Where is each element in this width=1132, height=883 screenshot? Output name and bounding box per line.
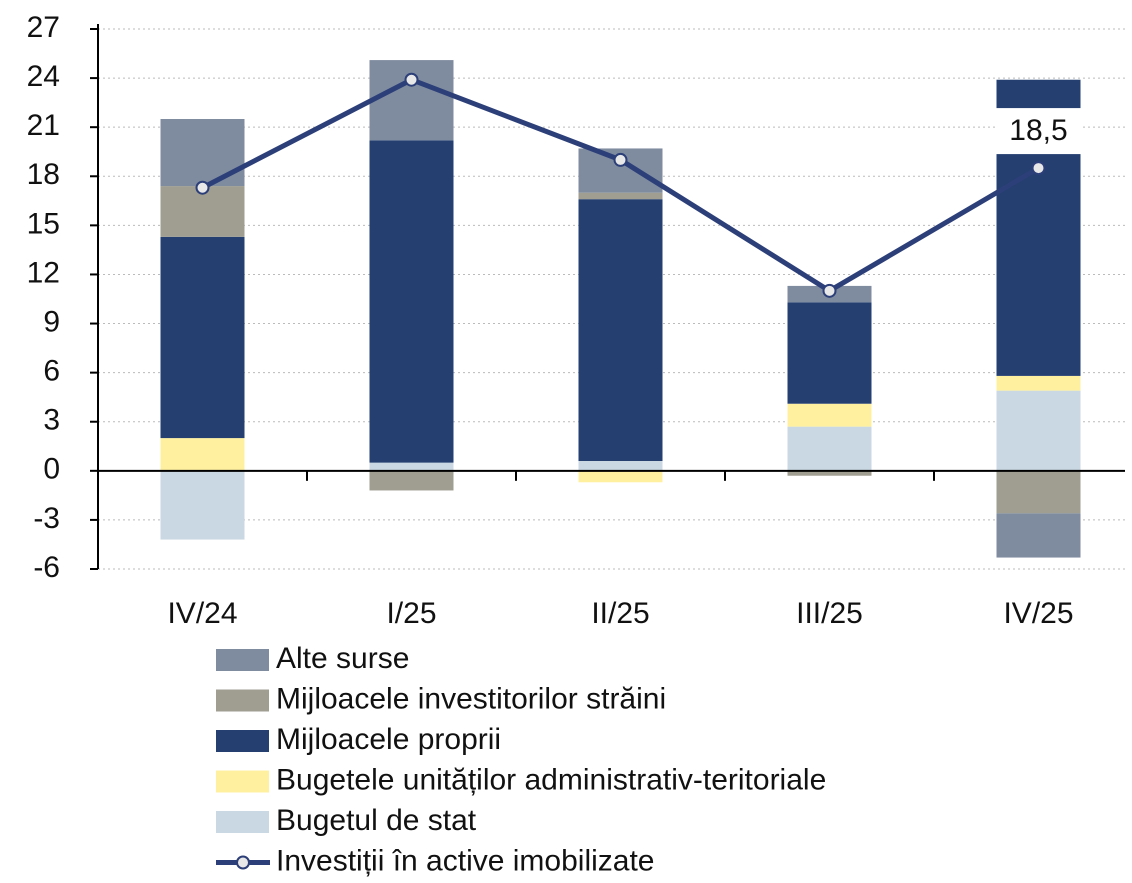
line-point xyxy=(195,180,210,195)
line-point xyxy=(404,72,419,87)
x-tick-label: IV/25 xyxy=(1003,597,1073,630)
legend-label: Bugetele unităților administrativ-terito… xyxy=(276,763,826,796)
bar-segment xyxy=(369,462,454,471)
x-tick-label: III/25 xyxy=(796,597,863,630)
y-tick-label: 24 xyxy=(27,60,60,93)
bar-segment xyxy=(369,140,454,463)
y-tick-label: 6 xyxy=(43,355,60,388)
line-point xyxy=(613,152,628,167)
y-tick-label: 12 xyxy=(27,256,60,289)
y-tick-label: -6 xyxy=(33,551,60,584)
bar-segment xyxy=(160,236,245,439)
y-tick-label: 9 xyxy=(43,305,60,338)
x-tick-label: I/25 xyxy=(386,597,436,630)
y-tick-label: 27 xyxy=(27,11,60,44)
bar-segment xyxy=(787,426,872,471)
legend-label: Alte surse xyxy=(276,642,409,675)
bar-segment xyxy=(787,470,872,476)
bar-segment xyxy=(996,470,1081,514)
legend-swatch xyxy=(216,649,269,671)
value-label-box xyxy=(996,108,1081,155)
legend-swatch xyxy=(216,770,269,793)
line-point xyxy=(822,283,837,298)
legend-label: Investiții în active imobilizate xyxy=(276,844,655,877)
bar-segment xyxy=(787,302,872,404)
y-tick-label: 18 xyxy=(27,158,60,191)
bar-segment xyxy=(160,438,245,471)
y-tick-label: 21 xyxy=(27,109,60,142)
bar-segment xyxy=(787,403,872,427)
bar-segment xyxy=(578,461,663,471)
legend-label: Mijloacele proprii xyxy=(276,723,501,756)
legend-marker xyxy=(236,855,250,870)
bar-segment xyxy=(369,470,454,491)
x-tick-label: IV/24 xyxy=(167,597,237,630)
bar-segment xyxy=(369,60,454,141)
bar-segment xyxy=(160,119,245,187)
legend-swatch xyxy=(216,811,269,833)
line-point xyxy=(1031,161,1046,176)
x-tick-label: II/25 xyxy=(591,597,649,630)
bar-segment xyxy=(160,470,245,540)
y-tick-label: 3 xyxy=(43,404,60,437)
bar-segment xyxy=(996,375,1081,391)
legend-swatch xyxy=(216,689,269,712)
bar-segment xyxy=(996,513,1081,558)
value-label: 18,5 xyxy=(1009,114,1067,147)
bar-segment xyxy=(578,470,663,483)
legend-label: Mijloacele investitorilor străini xyxy=(276,682,666,715)
legend-label: Bugetul de stat xyxy=(276,804,477,837)
legend-swatch xyxy=(216,730,269,752)
y-tick-label: 0 xyxy=(43,453,60,486)
y-tick-label: 15 xyxy=(27,207,60,240)
bar-segment xyxy=(578,192,663,200)
bar-segment xyxy=(578,199,663,461)
bar-segment xyxy=(996,390,1081,471)
y-tick-label: -3 xyxy=(33,502,60,535)
